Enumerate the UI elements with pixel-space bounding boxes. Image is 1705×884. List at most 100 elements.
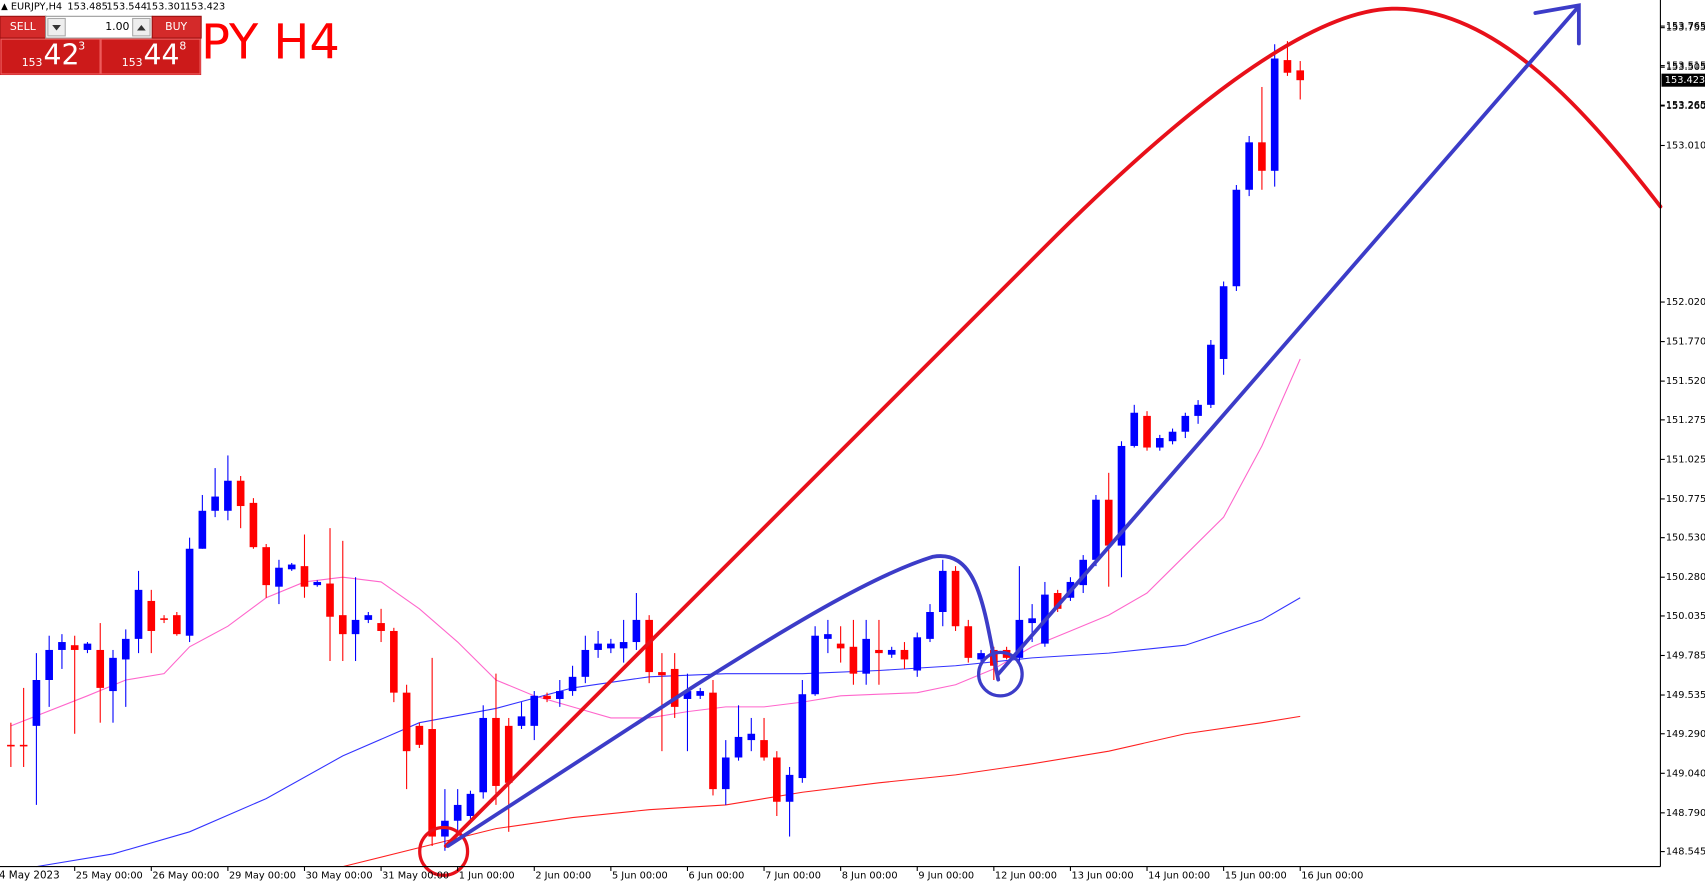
y-tick-label: 151.275 (1666, 415, 1705, 426)
candle-body (658, 672, 666, 676)
candle-body (798, 694, 807, 779)
x-tick-label: 2 Jun 00:00 (535, 870, 591, 881)
header-close: 153.423 (185, 2, 225, 13)
x-tick-label: 30 May 00:00 (306, 870, 373, 881)
candle-body (198, 510, 207, 549)
candle-body (134, 589, 143, 639)
x-first-label: 24 May 2023 (0, 869, 60, 881)
candle-body (121, 638, 130, 660)
candle-body (938, 570, 947, 612)
y-tick-label: 150.775 (1666, 494, 1705, 505)
candle-body (160, 618, 168, 620)
lot-value: 1.00 (105, 20, 129, 33)
candle-body (287, 564, 296, 570)
candle-body (185, 548, 194, 636)
candle-body (19, 744, 28, 747)
candle-body (594, 643, 602, 650)
candle-body (760, 740, 768, 758)
candle-body (734, 736, 743, 758)
candle-body (492, 717, 500, 786)
buy-small: 8 (179, 40, 186, 53)
candle-body (555, 691, 564, 699)
candle-body (275, 567, 283, 587)
x-tick-label: 15 Jun 00:00 (1225, 870, 1287, 881)
x-tick-label: 13 Jun 00:00 (1072, 870, 1134, 881)
candle-body (326, 583, 334, 617)
candle-body (683, 691, 692, 699)
candle-body (504, 725, 513, 783)
candle-body (1130, 412, 1139, 446)
y-tick-label: 149.785 (1666, 650, 1705, 661)
candle-body (1104, 499, 1113, 546)
candle-body (773, 757, 781, 802)
header-open: 153.485 (67, 2, 107, 13)
candle-body (1117, 445, 1126, 546)
y-tick-label: 149.535 (1666, 690, 1705, 701)
candle-body (453, 804, 462, 821)
candle-body (1079, 559, 1088, 586)
candle-body (45, 649, 53, 680)
candle-body (568, 676, 577, 692)
candle-body (338, 615, 347, 635)
down-icon (52, 25, 61, 31)
header-low: 153.301 (146, 2, 186, 13)
candle-body (313, 581, 322, 586)
buy-button[interactable] (151, 15, 202, 39)
candle-body (70, 645, 79, 650)
candle-body (607, 643, 615, 649)
y-tick-label: 151.770 (1666, 337, 1705, 348)
candle-body (811, 635, 819, 695)
candle-body (1092, 499, 1100, 560)
blue-hook (446, 554, 1001, 848)
candle-body (211, 496, 219, 511)
candle-body (747, 733, 756, 741)
x-tick-label: 12 Jun 00:00 (995, 870, 1057, 881)
candle-body (479, 717, 488, 793)
candle-body (517, 716, 526, 726)
y-tick-label: 153.765 (1666, 21, 1705, 32)
candle-body (951, 570, 960, 627)
x-tick-label: 7 Jun 00:00 (765, 870, 821, 881)
blue-arrow (996, 3, 1581, 677)
candle-body (109, 657, 117, 692)
sell-panel[interactable] (0, 38, 101, 75)
candle-body (1015, 619, 1024, 658)
y-tick-label: 149.040 (1666, 768, 1705, 779)
candle-body (581, 649, 590, 677)
red-curve (443, 6, 1663, 848)
candle-body (849, 646, 858, 674)
candle-body (1232, 189, 1241, 287)
candle-body (887, 649, 896, 655)
x-axis: 25 May 00:00 26 May 00:00 29 May 00:00 30 M… (74, 866, 1363, 881)
candle-body (964, 626, 973, 658)
candle-body (913, 637, 922, 671)
x-tick-label: 8 Jun 00:00 (842, 870, 898, 881)
y-axis: 153.755 153.505 153.260 153.010 153.765 153.5… (1660, 21, 1705, 858)
y-tick-label: 150.280 (1666, 572, 1705, 583)
x-tick-label: 14 Jun 00:00 (1148, 870, 1210, 881)
annotations (418, 3, 1663, 877)
candle-body (696, 691, 705, 696)
x-tick-label: 29 May 00:00 (229, 870, 296, 881)
x-tick-label: 25 May 00:00 (76, 870, 143, 881)
candle-body (824, 634, 832, 639)
candle-body (1143, 415, 1151, 448)
buy-panel[interactable] (100, 38, 201, 75)
blue-circle (977, 650, 1024, 698)
candle-body (1181, 415, 1190, 432)
y-tick-label: 153.260 (1666, 101, 1705, 112)
candle-body (900, 649, 909, 660)
candle-body (224, 480, 232, 511)
candle-body (670, 668, 679, 707)
candle-body (1270, 58, 1279, 171)
candle-body (96, 649, 105, 688)
sell-small: 3 (78, 40, 85, 53)
candle-body (619, 642, 628, 649)
candle-body (7, 744, 15, 747)
candle-body (428, 729, 436, 837)
candle-body (32, 679, 41, 726)
buy-main: 44 (144, 39, 180, 72)
candle-body (1028, 618, 1036, 624)
